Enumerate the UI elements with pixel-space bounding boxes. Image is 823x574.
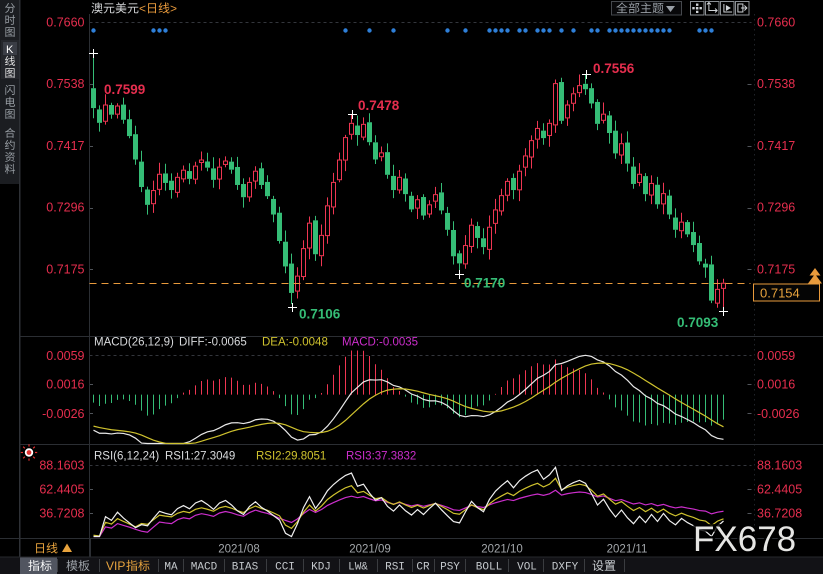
svg-text:DEA:-0.0048: DEA:-0.0048 [262, 337, 328, 349]
svg-text:0.7538: 0.7538 [46, 77, 84, 91]
svg-text:BIAS: BIAS [232, 562, 259, 574]
svg-text:0.7660: 0.7660 [46, 15, 84, 29]
svg-text:DIFF:-0.0065: DIFF:-0.0065 [179, 337, 247, 349]
svg-text:0.7538: 0.7538 [757, 77, 795, 91]
svg-text:VOL: VOL [517, 562, 537, 574]
svg-text:0.7296: 0.7296 [757, 201, 795, 215]
svg-text:0.7154: 0.7154 [760, 286, 800, 301]
svg-text:0.7478: 0.7478 [358, 98, 400, 113]
svg-text:0.7093: 0.7093 [677, 315, 719, 330]
svg-text:RSI1:27.3049: RSI1:27.3049 [165, 451, 235, 463]
svg-text:KDJ: KDJ [311, 562, 331, 574]
svg-text:88.1603: 88.1603 [39, 458, 84, 472]
svg-text:RSI2:29.8051: RSI2:29.8051 [256, 451, 326, 463]
svg-text:0.0059: 0.0059 [757, 349, 795, 363]
svg-text:CCI: CCI [275, 562, 295, 574]
svg-text:RSI(6,12,24): RSI(6,12,24) [94, 451, 159, 463]
svg-text:0.7660: 0.7660 [757, 15, 795, 29]
svg-text:36.7208: 36.7208 [39, 506, 84, 520]
svg-text:MACD(26,12,9): MACD(26,12,9) [94, 337, 174, 349]
svg-text:62.4405: 62.4405 [39, 482, 84, 496]
svg-text:0.7417: 0.7417 [46, 139, 84, 153]
svg-text:MACD: MACD [191, 562, 218, 574]
svg-text:2021/09: 2021/09 [349, 544, 391, 556]
svg-text:0.7556: 0.7556 [593, 61, 635, 76]
svg-text:RSI: RSI [385, 562, 405, 574]
svg-text:CR: CR [416, 562, 430, 574]
svg-text:>: > [170, 2, 177, 16]
svg-text:0.7417: 0.7417 [757, 139, 795, 153]
svg-text:0.7106: 0.7106 [299, 307, 341, 322]
svg-text:LW&: LW& [348, 562, 368, 574]
svg-text:-0.0026: -0.0026 [42, 407, 84, 421]
svg-text:PSY: PSY [440, 562, 460, 574]
svg-text:2021/10: 2021/10 [481, 544, 523, 556]
svg-text:BOLL: BOLL [476, 562, 502, 574]
svg-text:88.1603: 88.1603 [757, 458, 802, 472]
svg-text:FX678: FX678 [693, 520, 796, 559]
svg-text:DXFY: DXFY [552, 562, 579, 574]
svg-text:MA: MA [164, 562, 178, 574]
svg-text:<: < [139, 2, 146, 16]
svg-text:0.7170: 0.7170 [464, 276, 505, 291]
svg-text:MACD:-0.0035: MACD:-0.0035 [342, 337, 418, 349]
svg-text:0.7175: 0.7175 [757, 262, 795, 276]
svg-text:-0.0026: -0.0026 [757, 407, 799, 421]
svg-text:RSI3:37.3832: RSI3:37.3832 [346, 451, 416, 463]
svg-text:0.0016: 0.0016 [757, 377, 795, 391]
svg-text:2021/11: 2021/11 [607, 544, 648, 556]
svg-text:K: K [6, 44, 14, 56]
svg-text:VIP: VIP [106, 559, 125, 573]
svg-text:0.7599: 0.7599 [104, 82, 145, 97]
svg-text:FX678: FX678 [693, 520, 796, 559]
svg-text:2021/08: 2021/08 [218, 544, 260, 556]
svg-text:0.7175: 0.7175 [46, 262, 84, 276]
svg-text:36.7208: 36.7208 [757, 506, 802, 520]
svg-text:62.4405: 62.4405 [757, 482, 802, 496]
svg-text:0.7296: 0.7296 [46, 201, 84, 215]
svg-text:0.0016: 0.0016 [46, 377, 84, 391]
svg-text:0.0059: 0.0059 [46, 349, 84, 363]
